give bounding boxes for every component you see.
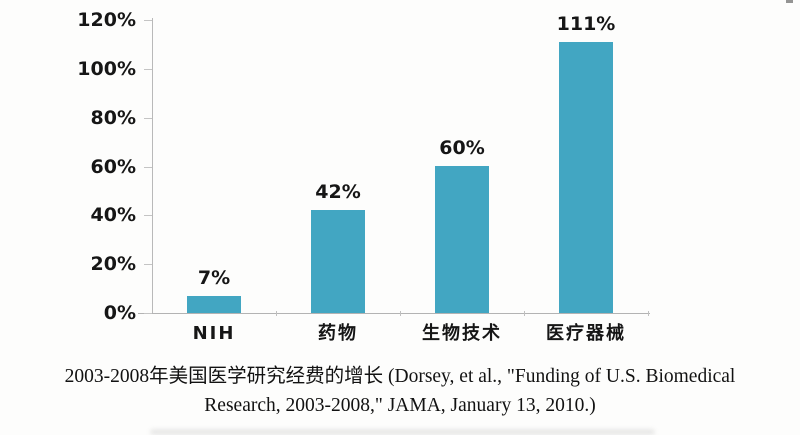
bar-value-label: 60%	[439, 137, 485, 159]
category-label: NIH	[192, 323, 236, 344]
cropped-text-artifact	[150, 429, 655, 435]
caption-line-1: 2003-2008年美国医学研究经费的增长 (Dorsey, et al., "…	[64, 366, 736, 387]
x-tick-mark	[648, 311, 649, 316]
y-tick-label: 40%	[90, 204, 136, 227]
category-label: 医疗器械	[546, 323, 626, 344]
bar-value-label: 111%	[556, 13, 616, 35]
y-tick-label: 0%	[103, 302, 136, 324]
y-tick-mark	[144, 68, 152, 70]
y-tick-mark	[144, 215, 152, 217]
category-label: 药物	[318, 323, 358, 344]
chart-caption: 2003-2008年美国医学研究经费的增长 (Dorsey, et al., "…	[0, 362, 800, 420]
y-tick-label: 80%	[90, 106, 136, 129]
bar-生物技术	[435, 166, 489, 313]
y-tick-mark	[144, 20, 152, 21]
bar-医疗器械	[559, 42, 613, 313]
caption-line-2: Research, 2003-2008," JAMA, January 13, …	[204, 395, 596, 416]
y-tick-mark	[144, 264, 152, 266]
bar-NIH	[187, 296, 241, 313]
x-tick-mark	[276, 311, 277, 316]
y-tick-mark	[144, 117, 152, 119]
bar-value-label: 42%	[315, 181, 361, 203]
y-tick-mark	[144, 166, 152, 168]
bar-value-label: 7%	[197, 267, 231, 289]
x-axis-line	[138, 313, 650, 314]
category-label: 生物技术	[422, 323, 502, 344]
y-tick-label: 20%	[90, 253, 136, 276]
plot-area: 0% 20% 40% 60% 80% 100% 120% 7% 42% 60% 111% NIH 药…	[77, 9, 650, 344]
bar-药物	[311, 210, 365, 313]
x-tick-mark	[524, 311, 525, 316]
x-tick-mark	[400, 311, 401, 316]
y-axis-line	[152, 18, 153, 313]
y-tick-label: 60%	[90, 155, 136, 178]
y-tick-label: 100%	[77, 57, 136, 80]
corner-mark-artifact	[786, 0, 793, 3]
y-tick-label: 120%	[77, 9, 136, 31]
y-tick-mark	[144, 313, 152, 314]
